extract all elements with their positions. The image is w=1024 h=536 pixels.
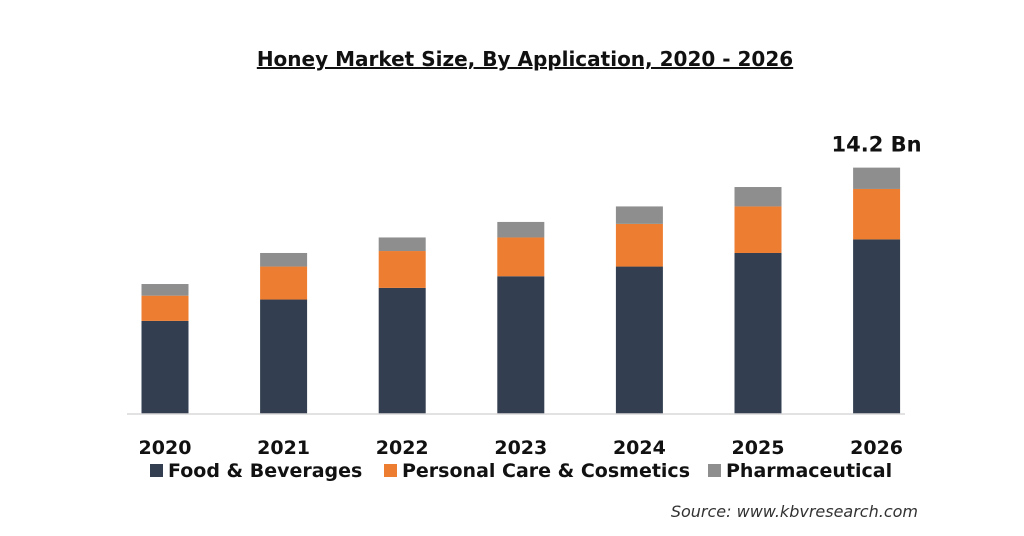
source-note: Source: www.kbvresearch.com <box>671 502 918 521</box>
bar-segment-2021-2 <box>260 252 308 267</box>
x-ticks: 2020 2021 2022 2023 2024 2025 2026 <box>139 437 903 459</box>
bar-segment-2025-2 <box>734 187 782 207</box>
bar-segment-2022-2 <box>378 237 426 252</box>
bar-segment-2026-1 <box>853 188 901 240</box>
bar-segment-2026-2 <box>853 167 901 189</box>
bar-segment-2020-0 <box>141 320 189 414</box>
bar-segment-2023-0 <box>497 276 545 414</box>
bar-segment-2021-1 <box>260 266 308 300</box>
bar-segment-2025-1 <box>734 206 782 253</box>
total-annotation: 14.2 Bn <box>832 133 922 157</box>
bar-segment-2023-2 <box>497 221 545 238</box>
bar-segment-2026-0 <box>853 239 901 414</box>
x-tick-label: 2026 <box>850 437 903 459</box>
bar-segment-2024-2 <box>615 206 663 224</box>
annotations: 14.2 Bn <box>832 133 922 157</box>
legend-swatch-0 <box>150 464 163 477</box>
bar-segment-2021-0 <box>260 299 308 414</box>
bar-segment-2020-2 <box>141 284 189 296</box>
x-tick-label: 2022 <box>376 437 429 459</box>
bar-segment-2022-0 <box>378 287 426 414</box>
x-tick-label: 2024 <box>613 437 666 459</box>
x-tick-label: 2023 <box>494 437 547 459</box>
legend-label-1: Personal Care & Cosmetics <box>402 460 690 482</box>
legend: Food & Beverages Personal Care & Cosmetic… <box>150 460 892 482</box>
chart-title: Honey Market Size, By Application, 2020 … <box>257 47 793 71</box>
legend-swatch-1 <box>384 464 397 477</box>
bar-segment-2024-1 <box>615 223 663 267</box>
legend-label-2: Pharmaceutical <box>726 460 892 482</box>
bar-segment-2023-1 <box>497 237 545 277</box>
x-tick-label: 2020 <box>139 437 192 459</box>
legend-label-0: Food & Beverages <box>168 460 362 482</box>
bars <box>141 167 901 414</box>
bar-segment-2025-0 <box>734 252 782 414</box>
x-tick-label: 2021 <box>257 437 310 459</box>
bar-segment-2020-1 <box>141 295 189 321</box>
bar-segment-2022-1 <box>378 251 426 288</box>
legend-swatch-2 <box>708 464 721 477</box>
bar-segment-2024-0 <box>615 266 663 414</box>
x-tick-label: 2025 <box>732 437 785 459</box>
